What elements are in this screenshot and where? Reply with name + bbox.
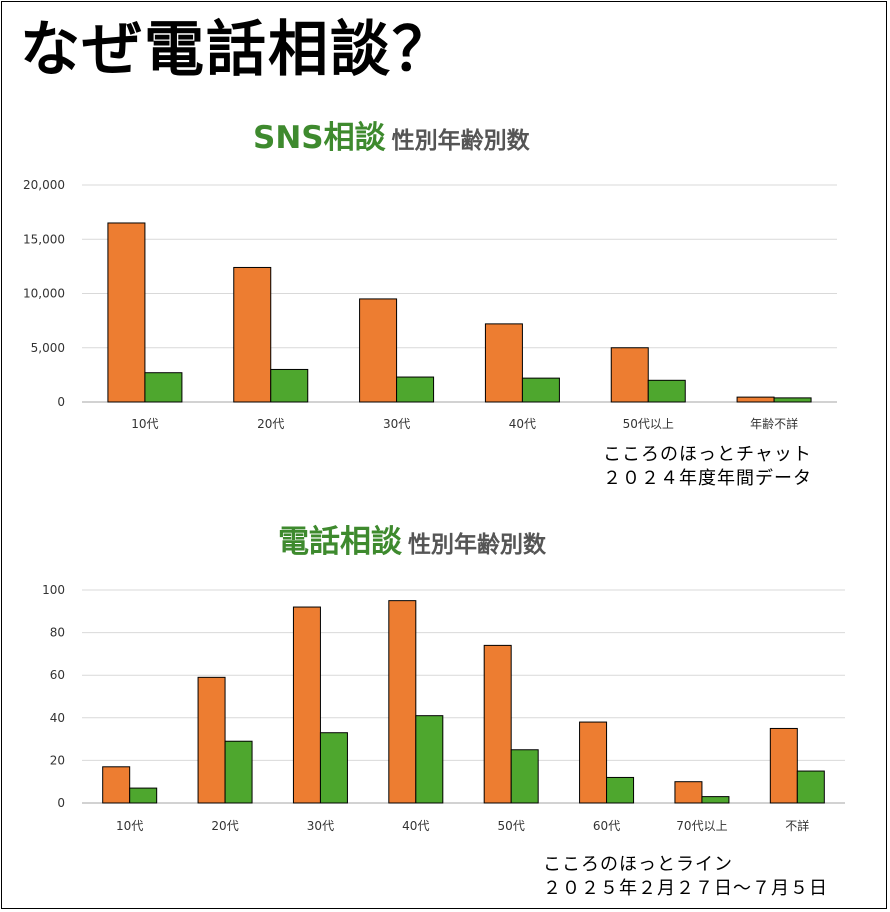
tel-bar-series-2: [224, 740, 253, 804]
sns-bar-series-1: [610, 347, 649, 403]
sns-x-tick-label: 40代: [509, 417, 536, 431]
tel-bar-series-1: [388, 600, 417, 804]
sns-y-tick-label: 5,000: [31, 341, 65, 355]
tel-source-line-2: ２０２５年２月２７日～７月５日: [543, 878, 828, 899]
sns-bar-series-1: [233, 266, 272, 403]
tel-x-tick-label: 50代: [498, 819, 525, 833]
tel-bar-series-1: [674, 781, 703, 804]
sns-bar-series-1: [484, 323, 523, 403]
sns-bar-series-2: [144, 372, 183, 403]
sns-bar-series-1: [736, 396, 775, 403]
tel-y-tick-label: 20: [50, 753, 65, 767]
tel-x-tick-label: 20代: [211, 819, 238, 833]
tel-bar-series-2: [129, 787, 158, 804]
tel-chart-source: こころのほっとライン ２０２５年２月２７日～７月５日: [543, 853, 828, 901]
sns-bar-series-1: [359, 298, 398, 403]
tel-bar-series-2: [796, 770, 825, 804]
tel-x-tick-label: 不詳: [785, 818, 809, 833]
tel-bar-series-1: [102, 766, 131, 804]
sns-bar-series-2: [773, 397, 812, 403]
tel-bar-series-1: [579, 721, 608, 804]
tel-x-tick-label: 40代: [402, 819, 429, 833]
tel-bar-series-2: [701, 796, 730, 804]
tel-bar-series-1: [769, 727, 798, 804]
tel-bar-series-2: [319, 732, 348, 804]
sns-chart-title-sub: 性別年齢別数: [391, 128, 530, 154]
tel-bar-series-1: [483, 644, 512, 804]
sns-chart-title-main: SNS相談: [253, 120, 386, 156]
tel-chart-title-sub: 性別年齢別数: [408, 532, 546, 558]
tel-bar-series-2: [606, 776, 635, 804]
sns-source-line-1: こころのほっとチャット: [603, 444, 812, 465]
tel-y-tick-label: 40: [50, 711, 65, 725]
tel-y-tick-label: 80: [50, 626, 65, 640]
sns-x-tick-label: 20代: [257, 417, 284, 431]
sns-bar-series-2: [270, 368, 309, 403]
tel-y-tick-label: 0: [57, 796, 65, 810]
tel-bar-series-2: [510, 749, 539, 804]
sns-bar-series-2: [647, 379, 686, 403]
tel-x-tick-label: 70代以上: [676, 819, 727, 833]
sns-bar-series-2: [396, 376, 435, 403]
sns-y-tick-label: 0: [57, 395, 65, 409]
sns-y-tick-label: 20,000: [23, 178, 65, 192]
sns-bar-series-2: [521, 377, 560, 403]
sns-x-tick-label: 50代以上: [623, 417, 674, 431]
tel-y-tick-label: 100: [42, 583, 65, 597]
tel-bar-series-1: [197, 676, 226, 804]
tel-source-line-1: こころのほっとライン: [543, 854, 733, 875]
sns-bar-series-1: [107, 222, 146, 403]
tel-chart-title: 電話相談 性別年齢別数: [278, 527, 546, 558]
sns-x-tick-label: 10代: [131, 417, 158, 431]
tel-y-tick-label: 60: [50, 668, 65, 682]
sns-chart-source: こころのほっとチャット ２０２４年度年間データ: [603, 443, 812, 491]
tel-bar-series-1: [292, 606, 321, 804]
sns-x-tick-label: 30代: [383, 417, 410, 431]
tel-x-tick-label: 60代: [593, 819, 620, 833]
page-title: なぜ電話相談？: [20, 15, 454, 85]
sns-chart-title: SNS相談 性別年齢別数: [253, 123, 530, 154]
sns-y-tick-label: 15,000: [23, 232, 65, 246]
sns-y-tick-label: 10,000: [23, 287, 65, 301]
tel-bar-series-2: [415, 715, 444, 804]
tel-x-tick-label: 10代: [116, 819, 143, 833]
sns-x-tick-label: 年齢不詳: [750, 416, 798, 431]
tel-x-tick-label: 30代: [307, 819, 334, 833]
tel-chart-title-main: 電話相談: [278, 524, 402, 560]
sns-source-line-2: ２０２４年度年間データ: [603, 468, 812, 489]
